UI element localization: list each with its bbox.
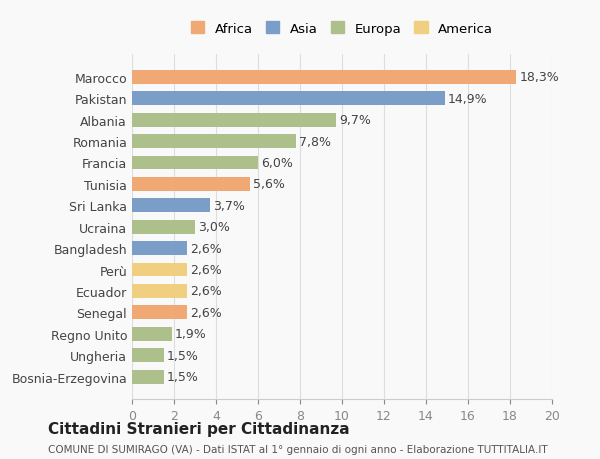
Text: 3,7%: 3,7% bbox=[213, 199, 245, 213]
Text: 2,6%: 2,6% bbox=[190, 263, 221, 276]
Bar bbox=[132, 263, 187, 277]
Bar bbox=[132, 135, 296, 149]
Bar bbox=[132, 306, 187, 319]
Legend: Africa, Asia, Europa, America: Africa, Asia, Europa, America bbox=[185, 17, 499, 41]
Text: 18,3%: 18,3% bbox=[520, 71, 559, 84]
Bar bbox=[132, 370, 163, 384]
Text: 3,0%: 3,0% bbox=[198, 221, 230, 234]
Text: 2,6%: 2,6% bbox=[190, 242, 221, 255]
Text: 7,8%: 7,8% bbox=[299, 135, 331, 148]
Bar bbox=[132, 284, 187, 298]
Bar bbox=[132, 92, 445, 106]
Bar bbox=[132, 327, 172, 341]
Bar bbox=[132, 199, 210, 213]
Bar bbox=[132, 156, 258, 170]
Bar bbox=[132, 178, 250, 191]
Bar bbox=[132, 241, 187, 256]
Text: 9,7%: 9,7% bbox=[339, 114, 371, 127]
Text: 14,9%: 14,9% bbox=[448, 93, 488, 106]
Text: 1,5%: 1,5% bbox=[167, 349, 199, 362]
Text: 2,6%: 2,6% bbox=[190, 306, 221, 319]
Bar bbox=[132, 220, 195, 234]
Bar bbox=[132, 113, 336, 127]
Text: 1,9%: 1,9% bbox=[175, 328, 207, 341]
Bar bbox=[132, 348, 163, 362]
Text: Cittadini Stranieri per Cittadinanza: Cittadini Stranieri per Cittadinanza bbox=[48, 421, 350, 436]
Text: COMUNE DI SUMIRAGO (VA) - Dati ISTAT al 1° gennaio di ogni anno - Elaborazione T: COMUNE DI SUMIRAGO (VA) - Dati ISTAT al … bbox=[48, 444, 548, 454]
Text: 1,5%: 1,5% bbox=[167, 370, 199, 383]
Text: 6,0%: 6,0% bbox=[261, 157, 293, 170]
Text: 2,6%: 2,6% bbox=[190, 285, 221, 298]
Text: 5,6%: 5,6% bbox=[253, 178, 284, 191]
Bar bbox=[132, 71, 516, 84]
